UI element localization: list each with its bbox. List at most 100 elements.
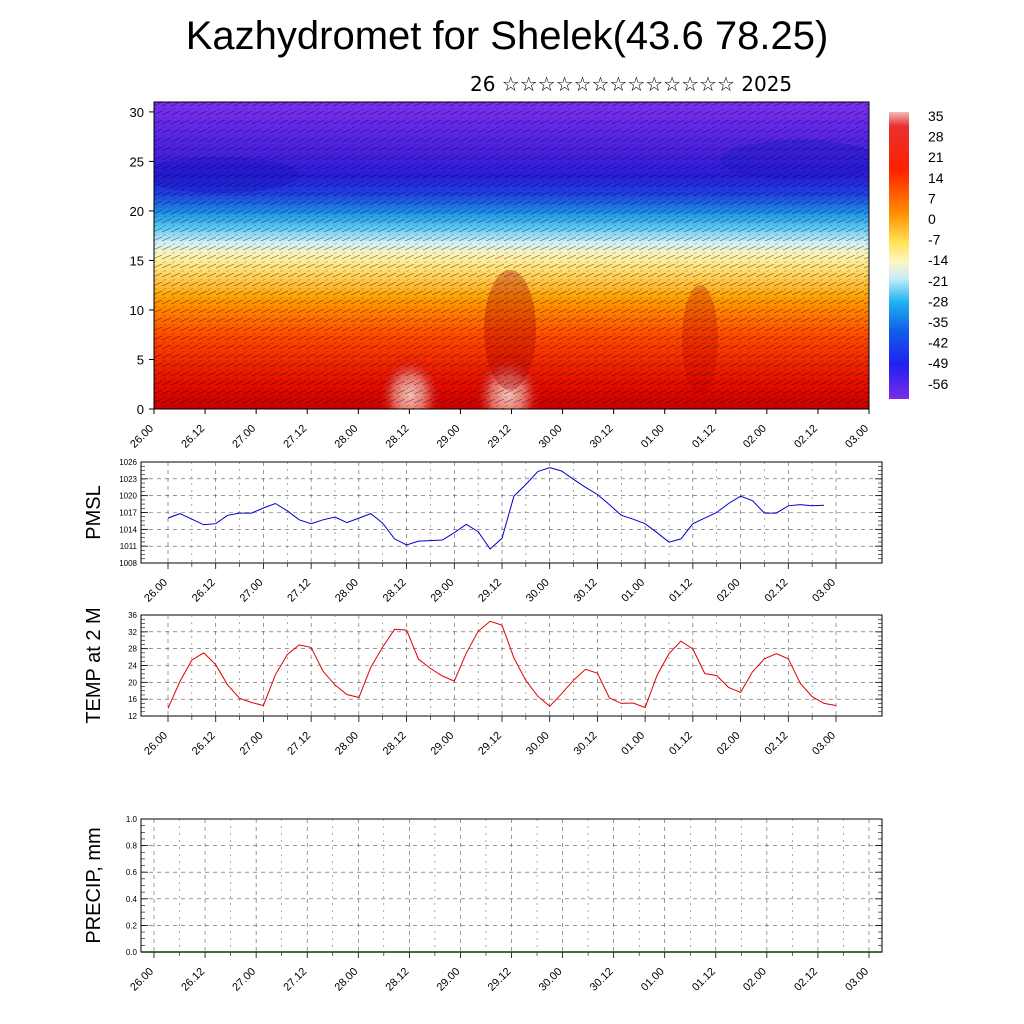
cross-section-panel: 0 5 10 15 20 25 30 26.00 26.12 27.00 27.12 28.00 28…: [128, 101, 871, 451]
x-tick-label: 27.00: [230, 423, 258, 451]
y-tick-label: 0.0: [126, 948, 138, 957]
y-tick-label: 20: [130, 204, 144, 219]
x-tick-label: 26.12: [190, 577, 218, 605]
x-tick-label: 26.12: [179, 423, 207, 451]
x-tick-label: 29.12: [476, 577, 504, 605]
y-tick-label: 20: [128, 678, 137, 687]
y-tick-label: 12: [128, 712, 137, 721]
x-tick-label: 29.00: [435, 966, 463, 994]
x-tick-label: 01.12: [667, 730, 695, 758]
temp-panel: 12 16 20 24 28 32 36 26.00 26.12 27.00 27.12 28.00 2…: [83, 607, 883, 758]
colorbar-label: -14: [928, 252, 948, 268]
colorbar-label: 28: [928, 129, 944, 145]
x-tick-label: 30.00: [537, 966, 565, 994]
y-tick-label: 1020: [119, 492, 137, 501]
x-tick-label: 26.00: [142, 730, 170, 758]
x-tick-label: 01.12: [690, 423, 718, 451]
colorbar-label: 7: [928, 190, 936, 206]
series-line: [167, 467, 825, 550]
x-tick-label: 01.00: [639, 966, 667, 994]
page-subtitle: 26 ☆☆☆☆☆☆☆☆☆☆☆☆☆ 2025: [470, 72, 793, 96]
y-tick-label: 0.2: [126, 921, 138, 930]
x-tick-label: 28.00: [333, 730, 361, 758]
y-tick-label: 1026: [119, 458, 137, 467]
colorbar-label: -42: [928, 335, 948, 351]
y-tick-label: 1014: [119, 525, 137, 534]
x-tick-label: 30.12: [588, 966, 616, 994]
x-tick-label: 01.12: [667, 577, 695, 605]
precip-panel: 0.0 0.2 0.4 0.6 0.8 1.0 26.00 26.12 27.00 27.12 28…: [83, 815, 883, 994]
x-tick-label: 02.00: [741, 423, 769, 451]
colorbar-label: -21: [928, 273, 948, 289]
page-title: Kazhydromet for Shelek(43.6 78.25): [185, 14, 829, 58]
colorbar-label: 14: [928, 170, 944, 186]
colorbar-label: -35: [928, 314, 948, 330]
x-tick-label: 02.12: [792, 966, 820, 994]
y-tick-label: 0: [137, 402, 144, 417]
y-tick-label: 1017: [119, 509, 137, 518]
x-tick-label: 28.00: [333, 577, 361, 605]
pmsl-panel: 1008 1011 1014 1017 1020 1023 1026 26.00 26.12 27…: [83, 458, 883, 605]
x-tick-label: 26.12: [190, 730, 218, 758]
x-tick-label: 27.12: [285, 577, 313, 605]
x-tick-label: 26.00: [128, 966, 156, 994]
y-tick-label: 10: [130, 303, 144, 318]
series-line: [167, 620, 837, 709]
colorbar-label: -28: [928, 293, 948, 309]
y-tick-label: 1023: [119, 475, 137, 484]
x-tick-label: 30.12: [572, 730, 600, 758]
x-tick-label: 01.00: [619, 577, 647, 605]
x-tick-label: 27.12: [285, 730, 313, 758]
colorbar-label: -56: [928, 376, 948, 392]
x-tick-label: 28.12: [384, 423, 412, 451]
x-tick-label: 03.00: [810, 730, 838, 758]
x-tick-label: 27.12: [281, 423, 309, 451]
y-axis-label: PMSL: [83, 485, 105, 539]
x-tick-label: 27.00: [230, 966, 258, 994]
y-tick-label: 28: [128, 645, 137, 654]
x-tick-label: 27.00: [238, 577, 266, 605]
x-tick-label: 03.00: [810, 577, 838, 605]
colorbar-strip: [889, 112, 909, 399]
y-tick-label: 1.0: [126, 815, 138, 824]
y-tick-label: 30: [130, 105, 144, 120]
x-tick-label: 30.12: [572, 577, 600, 605]
y-tick-label: 5: [137, 352, 144, 367]
x-tick-label: 28.12: [381, 730, 409, 758]
y-tick-label: 25: [130, 154, 144, 169]
colorbar-label: 0: [928, 211, 936, 227]
colorbar-label: 21: [928, 149, 944, 165]
x-tick-label: 29.00: [428, 577, 456, 605]
y-tick-label: 0.4: [126, 895, 138, 904]
x-tick-label: 29.12: [476, 730, 504, 758]
x-tick-label: 30.00: [537, 423, 565, 451]
x-tick-label: 02.12: [792, 423, 820, 451]
x-tick-label: 02.12: [762, 577, 790, 605]
y-tick-label: 0.6: [126, 868, 138, 877]
x-tick-label: 29.12: [486, 966, 514, 994]
y-axis-label: PRECIP, mm: [83, 827, 105, 943]
x-tick-label: 26.12: [179, 966, 207, 994]
y-tick-label: 0.8: [126, 842, 138, 851]
x-tick-label: 02.12: [762, 730, 790, 758]
x-tick-label: 02.00: [741, 966, 769, 994]
y-tick-label: 15: [130, 253, 144, 268]
y-tick-label: 36: [128, 611, 137, 620]
x-tick-label: 29.00: [435, 423, 463, 451]
x-tick-label: 02.00: [715, 730, 743, 758]
y-axis-label: TEMP at 2 M: [83, 607, 105, 723]
y-tick-label: 1008: [119, 559, 137, 568]
x-tick-label: 27.12: [281, 966, 309, 994]
colorbar: 35 28 21 14 7 0 -7 -14 -21 -28 -35 -42 -49 -56: [889, 108, 948, 399]
x-tick-label: 30.12: [588, 423, 616, 451]
x-tick-label: 29.12: [486, 423, 514, 451]
x-tick-label: 01.00: [639, 423, 667, 451]
x-tick-label: 28.12: [384, 966, 412, 994]
x-tick-label: 03.00: [843, 966, 871, 994]
x-tick-label: 29.00: [428, 730, 456, 758]
x-tick-label: 26.00: [128, 423, 156, 451]
x-tick-label: 03.00: [843, 423, 871, 451]
y-tick-label: 1011: [120, 542, 138, 551]
x-tick-label: 01.12: [690, 966, 718, 994]
colorbar-label: -49: [928, 355, 948, 371]
